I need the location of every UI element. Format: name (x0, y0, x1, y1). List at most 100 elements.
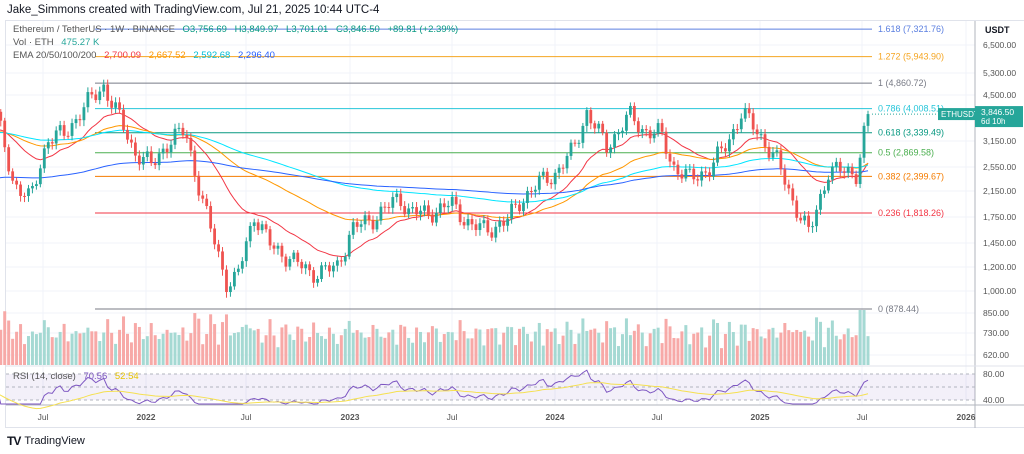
candle (312, 267, 315, 288)
volume-bar (137, 326, 141, 365)
legend-symbol[interactable]: Ethereum / TetherUS · 1W · BINANCE (13, 24, 175, 35)
volume-bar (114, 343, 118, 365)
currency-label[interactable]: USDT (985, 25, 1010, 35)
candle-body (213, 228, 216, 245)
chart-frame (5, 20, 1024, 428)
volume-bar (529, 341, 533, 365)
legend-low: L3,701.01 (286, 24, 329, 35)
candle-body (731, 129, 735, 140)
volume-bar (688, 344, 692, 365)
volume-bar (74, 331, 78, 365)
volume-bar (11, 338, 15, 365)
volume-bar (514, 345, 518, 365)
candle (114, 97, 117, 114)
candle (636, 117, 640, 138)
candle (153, 157, 157, 170)
volume-bar (217, 344, 221, 365)
candle-body (82, 107, 86, 121)
price-axis-label: 3,150.00 (983, 136, 1016, 146)
candle (19, 181, 22, 202)
candle-body (296, 252, 300, 262)
volume-bar (300, 328, 304, 365)
volume-bar (296, 326, 300, 365)
candle-body (411, 207, 414, 209)
volume-bar (811, 340, 815, 365)
volume-bar (862, 310, 866, 365)
volume-bar (407, 337, 411, 365)
volume-bar (795, 329, 799, 365)
ema-label[interactable]: EMA 20/50/100/200 (13, 50, 97, 61)
volume-bar (426, 332, 430, 365)
candle (696, 174, 700, 187)
candle (130, 134, 133, 148)
price-axis-label: 620.00 (983, 350, 1009, 360)
rsi-axis-label: 80.00 (983, 369, 1005, 379)
candle-body (343, 256, 347, 262)
candle (328, 261, 331, 277)
volume-bar (791, 332, 795, 365)
candle-body (474, 224, 478, 231)
volume-bar (561, 335, 565, 365)
candle (411, 202, 414, 214)
candle (387, 202, 391, 214)
volume-bar (280, 327, 284, 365)
volume-bar (628, 335, 632, 365)
candle (137, 150, 141, 171)
price-tag (975, 106, 1023, 128)
candle-body (676, 164, 680, 175)
candle-body (700, 171, 704, 181)
legend-open: O3,756.69 (182, 24, 227, 35)
time-axis-label: 2022 (137, 412, 156, 422)
volume-label[interactable]: Vol · ETH (13, 37, 54, 48)
candle-body (122, 109, 125, 130)
candle (165, 143, 169, 159)
candle-body (98, 91, 102, 101)
volume-bar (54, 337, 58, 365)
candle (799, 213, 803, 224)
volume-bar (846, 328, 850, 365)
candle-body (130, 139, 133, 143)
candle-body (585, 110, 589, 126)
candle (585, 107, 589, 132)
time-axis-label: Jul (447, 412, 458, 422)
candle-body (514, 203, 517, 205)
candle-body (478, 223, 482, 231)
volume-bar (672, 337, 676, 365)
candle-body (280, 245, 284, 257)
candle (431, 209, 434, 226)
candle (379, 202, 383, 225)
candle-body (470, 219, 474, 225)
candle (201, 190, 205, 204)
candle-body (561, 167, 565, 169)
candle (751, 108, 755, 136)
candle-body (221, 251, 224, 270)
candle (197, 171, 201, 202)
volume-bar (613, 327, 617, 365)
candle-body (90, 92, 94, 95)
volume-bar (470, 338, 474, 365)
candle (23, 192, 26, 203)
volume-bar (351, 332, 355, 365)
candle (597, 121, 601, 133)
candle (233, 267, 236, 290)
candle-body (415, 207, 418, 215)
candle-body (276, 245, 280, 249)
candle-body (704, 171, 708, 173)
candle-body (498, 221, 502, 227)
candle (617, 129, 620, 141)
candle-body (229, 286, 232, 293)
volume-bar (822, 347, 826, 365)
candle-body (537, 175, 541, 190)
candle-body (827, 179, 830, 191)
tradingview-logo[interactable]: TV TradingView (7, 434, 85, 448)
candle (304, 261, 308, 275)
candle (0, 109, 3, 127)
rsi-label[interactable]: RSI (14, close) (13, 371, 76, 382)
volume-bar (632, 330, 636, 365)
candle (823, 186, 826, 198)
volume-bar (838, 339, 842, 365)
rsi-ma-line (0, 382, 869, 410)
volume-bar (850, 337, 854, 365)
candle (260, 220, 264, 234)
